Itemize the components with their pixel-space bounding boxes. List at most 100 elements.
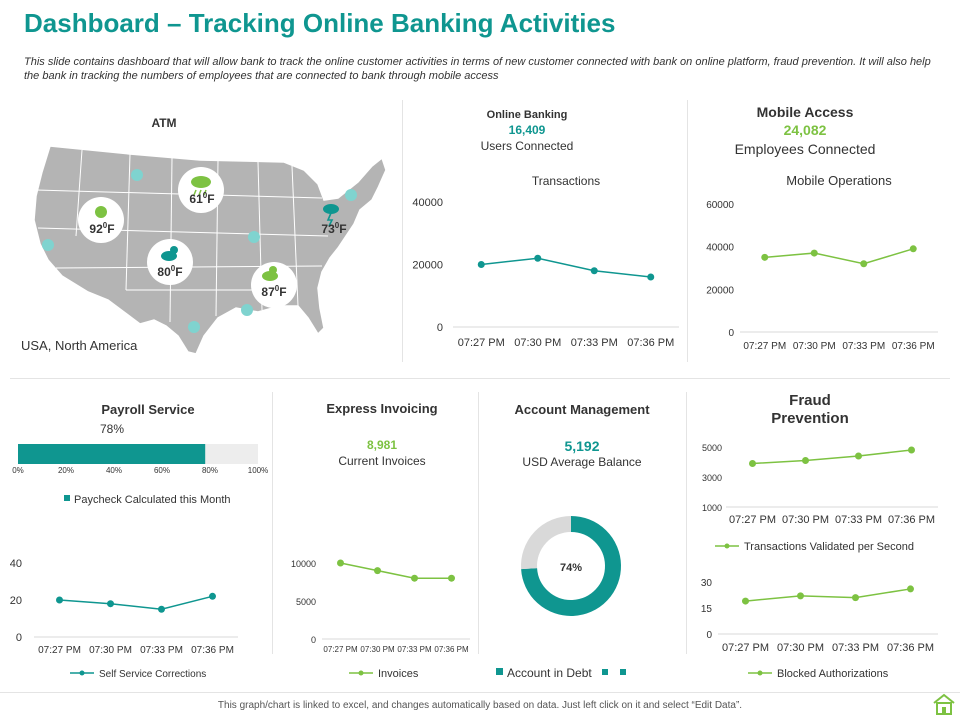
- sun-dot-icon: [95, 206, 107, 218]
- x-tick-label: 07:33 PM: [835, 514, 882, 526]
- y-tick-label: 0: [706, 630, 712, 641]
- doughnut-slice: [521, 516, 621, 616]
- sun-cloud-icon: [262, 266, 278, 281]
- data-point: [448, 574, 455, 582]
- series-line: [481, 257, 651, 278]
- legend-label: Account in Debt: [507, 666, 592, 680]
- legend-swatch-marker: [757, 670, 763, 676]
- atm-bubble-87: [251, 262, 297, 308]
- transactions-validated-chart: 1000 3000 5000 07:27 PM 07:30 PM 07:33 PM 07:3…: [702, 443, 938, 553]
- data-point: [337, 559, 344, 567]
- sun-cloud-icon: [161, 246, 178, 261]
- data-point: [742, 597, 749, 605]
- legend-swatch-marker: [79, 670, 85, 676]
- x-tick-label: 07:30 PM: [777, 642, 824, 654]
- x-tick-label: 07:33 PM: [842, 341, 885, 352]
- express-value: 8,981: [366, 438, 398, 452]
- data-point: [411, 574, 418, 582]
- x-tick-label: 07:27 PM: [722, 642, 769, 654]
- atm-title: ATM: [151, 116, 177, 130]
- x-tick-label: 07:36 PM: [627, 337, 674, 349]
- y-tick-label: 5000: [296, 597, 316, 607]
- x-tick-label: 80%: [202, 466, 218, 475]
- data-point: [209, 592, 216, 600]
- data-point: [647, 273, 655, 281]
- data-label: 78%: [100, 422, 124, 436]
- data-point: [477, 261, 485, 268]
- fraud-title-line2: Prevention: [771, 410, 849, 427]
- x-tick-label: 07:30 PM: [514, 337, 561, 349]
- fraud-title-line1: Fraud: [789, 392, 831, 409]
- data-point: [56, 596, 63, 604]
- mobile-access-value: 24,082: [783, 122, 827, 138]
- x-tick-label: 20%: [58, 466, 74, 475]
- y-tick-label: 40000: [706, 243, 734, 254]
- y-tick-label: 20000: [706, 285, 734, 296]
- divider: [10, 378, 950, 379]
- y-tick-label: 40000: [412, 197, 443, 209]
- chart-title: Transactions: [532, 174, 600, 188]
- data-label: 74%: [560, 562, 582, 574]
- doughnut-slice: [521, 516, 572, 570]
- y-tick-label: 0: [311, 635, 316, 645]
- y-tick-label: 30: [701, 578, 713, 589]
- data-point: [802, 457, 809, 464]
- x-tick-label: 07:27 PM: [458, 337, 505, 349]
- series-line: [745, 588, 911, 602]
- y-tick-label: 15: [701, 604, 713, 615]
- series-line: [764, 248, 914, 265]
- legend-swatch: [496, 668, 503, 675]
- atm-temp-73: 730F: [321, 221, 347, 236]
- x-tick-label: 07:36 PM: [191, 645, 234, 656]
- x-tick-label: 40%: [106, 466, 122, 475]
- y-tick-label: 0: [16, 632, 22, 644]
- atm-region: USA, North America: [21, 338, 138, 353]
- account-debt-chart: 74% Account in Debt: [496, 516, 626, 680]
- express-caption: Current Invoices: [338, 454, 426, 468]
- usa-map: [33, 145, 387, 355]
- page-title: Dashboard – Tracking Online Banking Acti…: [24, 8, 616, 38]
- y-tick-label: 0: [437, 322, 443, 334]
- atm-temp-80: 800F: [157, 264, 183, 279]
- y-tick-label: 10000: [291, 559, 316, 569]
- legend-label: Invoices: [378, 668, 419, 680]
- y-tick-label: 60000: [706, 200, 734, 211]
- mobile-access-caption: Employees Connected: [734, 141, 876, 157]
- x-tick-label: 0%: [12, 466, 24, 475]
- y-tick-label: 20: [10, 595, 22, 607]
- data-point: [860, 260, 868, 268]
- y-tick-label: 20000: [412, 260, 443, 272]
- legend-swatch-marker: [724, 543, 730, 549]
- data-point: [534, 254, 542, 262]
- legend-swatch-marker: [358, 670, 364, 676]
- divider: [687, 100, 688, 362]
- bar: [18, 444, 206, 464]
- data-point: [797, 592, 804, 600]
- blocked-authorizations-chart: 0 15 30 07:27 PM 07:30 PM 07:33 PM 07:36 PM Blo…: [701, 578, 938, 680]
- x-tick-label: 07:27 PM: [38, 645, 81, 656]
- data-point: [158, 605, 165, 613]
- x-tick-label: 07:33 PM: [571, 337, 618, 349]
- x-tick-label: 07:36 PM: [434, 645, 469, 654]
- data-point: [909, 245, 917, 253]
- self-service-chart: 0 20 40 07:27 PM 07:30 PM 07:33 PM 07:36 PM Sel…: [10, 558, 238, 680]
- mobile-access-title: Mobile Access: [756, 104, 854, 120]
- atm-location-markers: [42, 169, 357, 333]
- series-line: [752, 449, 912, 465]
- atm-temp-61: 610F: [189, 191, 215, 206]
- legend-swatch: [620, 669, 626, 675]
- home-icon[interactable]: [932, 692, 956, 716]
- data-point: [107, 600, 114, 608]
- legend-label: Paycheck Calculated this Month: [74, 494, 231, 506]
- express-title: Express Invoicing: [326, 401, 438, 416]
- y-tick-label: 5000: [702, 443, 722, 453]
- rain-cloud-icon: [191, 176, 211, 196]
- x-tick-label: 07:30 PM: [89, 645, 132, 656]
- legend-label: Transactions Validated per Second: [744, 541, 914, 553]
- transactions-chart: Transactions 0 20000 40000 07:27 PM 07:30 PM 0…: [412, 174, 679, 349]
- legend-label: Blocked Authorizations: [777, 668, 889, 680]
- payroll-bar-chart: 78% 0% 20% 40% 60% 80% 100% Paycheck Calculated…: [12, 422, 268, 506]
- payroll-title: Payroll Service: [101, 402, 195, 417]
- x-tick-label: 07:36 PM: [887, 642, 934, 654]
- online-banking-title: Online Banking: [486, 109, 568, 121]
